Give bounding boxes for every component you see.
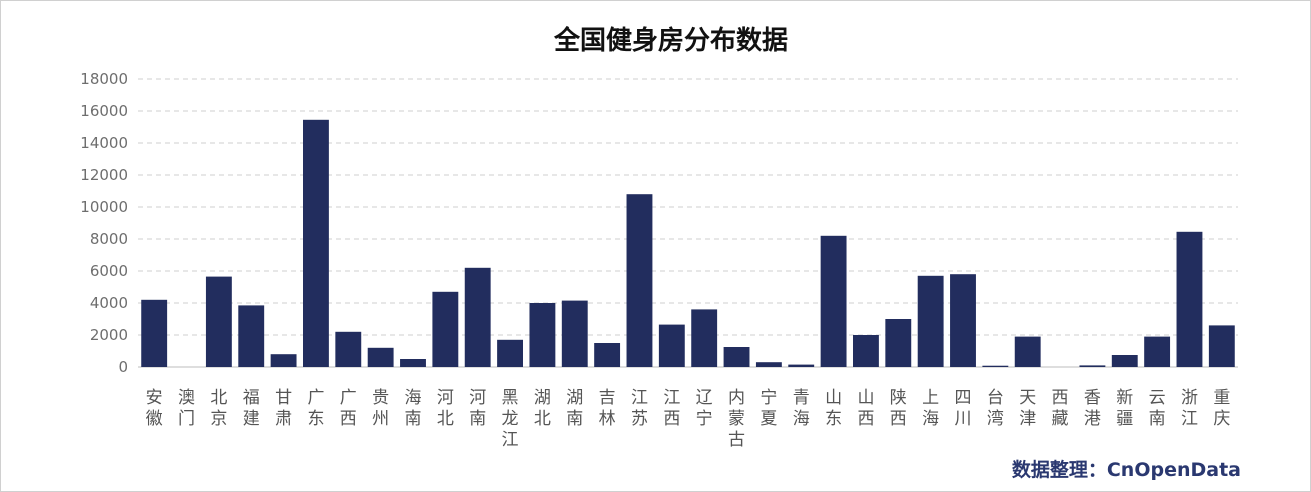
x-tick-label: 重庆 — [1213, 388, 1230, 429]
x-tick-label: 吉林 — [599, 388, 616, 429]
y-tick-label: 8000 — [90, 230, 128, 248]
bar — [820, 235, 847, 367]
bar — [335, 331, 362, 367]
x-tick-label: 天津 — [1019, 388, 1036, 429]
x-tick-label: 陕西 — [890, 388, 907, 429]
bar — [755, 362, 782, 367]
bar — [1111, 355, 1138, 367]
x-tick-label: 北京 — [210, 388, 227, 429]
y-tick-label: 2000 — [90, 326, 128, 344]
x-tick-label: 台湾 — [987, 388, 1004, 429]
bar — [497, 339, 523, 367]
x-tick-label: 安徽 — [146, 388, 163, 429]
x-tick-label: 内蒙古 — [728, 388, 745, 450]
x-tick-label: 贵州 — [372, 388, 389, 429]
x-tick-label: 上海 — [922, 388, 939, 429]
y-tick-label: 14000 — [80, 134, 128, 152]
y-axis-ticks: 0 2000 4000 6000 8000 10000 12000 14000 16000 180… — [80, 70, 128, 376]
bar — [1079, 365, 1106, 367]
y-tick-label: 18000 — [80, 70, 128, 88]
x-tick-label: 澳门 — [178, 388, 195, 429]
x-tick-label: 山东 — [825, 388, 842, 429]
bar — [658, 324, 685, 367]
y-tick-label: 4000 — [90, 294, 128, 312]
x-tick-label: 湖南 — [566, 388, 583, 429]
bar — [885, 319, 912, 367]
bar — [270, 354, 297, 367]
x-axis-ticks: 安徽澳门北京福建甘肃广东广西贵州海南河北河南黑龙江湖北湖南吉林江苏江西辽宁内蒙古… — [146, 388, 1231, 450]
bar — [205, 276, 232, 367]
x-tick-label: 新疆 — [1116, 388, 1133, 429]
x-tick-label: 辽宁 — [696, 388, 713, 429]
x-tick-label: 黑龙江 — [502, 388, 519, 450]
bar — [238, 305, 265, 367]
bar — [464, 267, 491, 367]
x-tick-label: 湖北 — [534, 388, 551, 429]
x-tick-label: 青海 — [793, 388, 810, 429]
source-note: 数据整理：CnOpenData — [1012, 458, 1241, 481]
bar — [529, 303, 556, 367]
bar — [141, 299, 168, 367]
bar — [626, 194, 653, 367]
bar — [950, 274, 976, 367]
y-tick-label: 16000 — [80, 102, 128, 120]
x-tick-label: 福建 — [243, 388, 260, 429]
bar — [1208, 325, 1235, 367]
y-tick-label: 12000 — [80, 166, 128, 184]
bar — [691, 309, 718, 367]
chart-title: 全国健身房分布数据 — [553, 25, 788, 56]
x-tick-label: 河北 — [437, 388, 454, 429]
bar — [594, 343, 621, 367]
bar — [1176, 231, 1203, 367]
x-tick-label: 海南 — [405, 388, 422, 429]
y-tick-label: 0 — [118, 358, 128, 376]
x-tick-label: 浙江 — [1181, 388, 1198, 429]
x-tick-label: 河南 — [469, 388, 486, 429]
x-tick-label: 云南 — [1149, 388, 1166, 429]
x-tick-label: 山西 — [857, 388, 874, 429]
x-tick-label: 四川 — [955, 388, 972, 429]
bar — [723, 347, 750, 367]
x-tick-label: 宁夏 — [760, 388, 777, 429]
y-tick-label: 6000 — [90, 262, 128, 280]
bar — [303, 119, 329, 367]
bar — [367, 347, 394, 367]
bar — [982, 365, 1009, 367]
y-tick-label: 10000 — [80, 198, 128, 216]
bar — [853, 335, 879, 367]
bar — [1144, 336, 1171, 367]
bar — [432, 291, 459, 367]
bars — [141, 119, 1235, 367]
x-tick-label: 西藏 — [1052, 388, 1069, 429]
bar — [1014, 336, 1041, 367]
x-tick-label: 江苏 — [631, 388, 648, 429]
x-tick-label: 广东 — [307, 388, 324, 429]
bar — [400, 359, 426, 367]
x-tick-label: 香港 — [1084, 388, 1101, 429]
x-tick-label: 江西 — [663, 388, 680, 429]
bar — [561, 300, 588, 367]
bar — [917, 275, 944, 367]
x-tick-label: 甘肃 — [275, 388, 292, 429]
x-tick-label: 广西 — [340, 388, 357, 429]
bar — [788, 364, 815, 367]
